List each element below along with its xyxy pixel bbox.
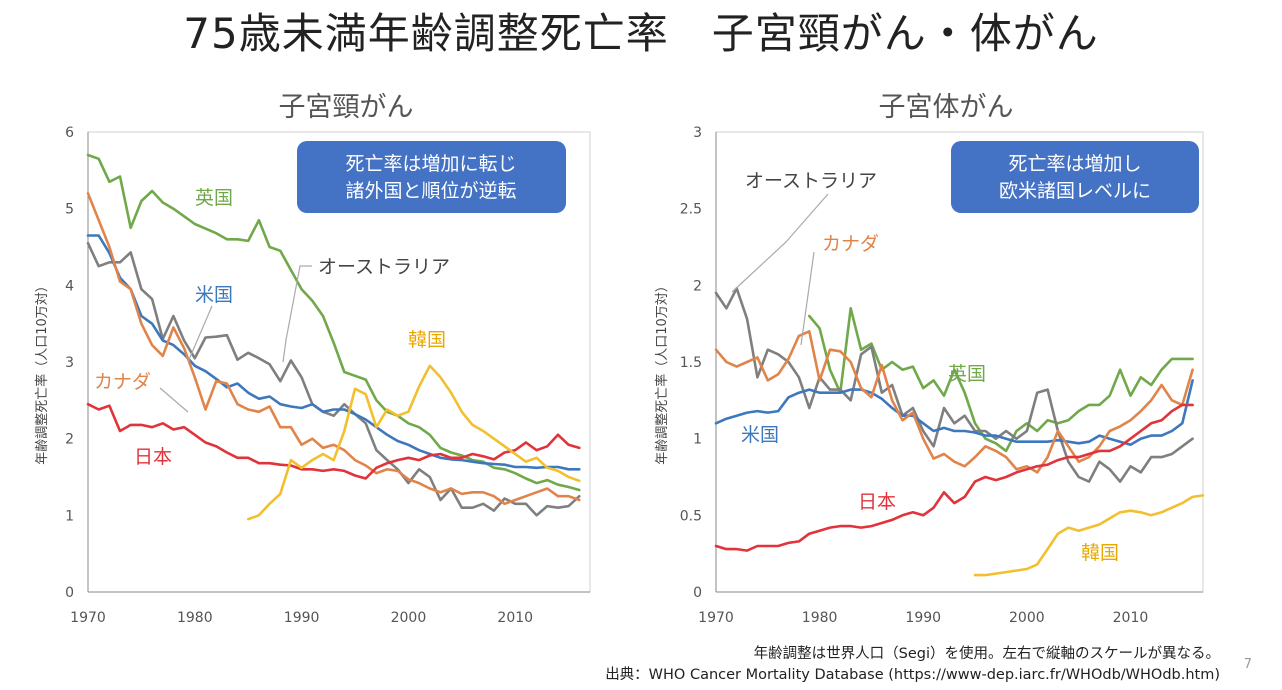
cervical-series-line [86,241,581,517]
endometrial-series-line [714,329,1194,474]
cervical-y-axis-label: 年齢調整死亡率（人口10万対） [34,279,50,465]
endometrial-y-axis-label: 年齢調整死亡率（人口10万対） [654,279,670,465]
endometrial-y-tick-label: 2 [693,278,702,294]
label-us-right: 米国 [741,424,779,446]
endometrial-x-tick-label: 1970 [698,610,734,626]
endometrial-y-tick-label: 1 [693,432,702,448]
footnote-source: 出典：WHO Cancer Mortality Database (https:… [605,667,1220,683]
cervical-x-tick-label: 1980 [177,610,213,626]
canada-leader-line-right [800,251,815,346]
cervical-y-tick-label: 0 [65,585,74,601]
label-us: 米国 [195,284,233,306]
cervical-x-tick-label: 1990 [284,610,320,626]
endometrial-y-tick-label: 0 [693,585,702,601]
endometrial-y-tick-label: 1.5 [680,355,702,371]
cervical-y-tick-label: 2 [65,432,74,448]
cervical-x-tick-label: 2010 [497,610,533,626]
cervical-series-line [86,234,581,471]
endometrial-x-tick-label: 2000 [1009,610,1045,626]
label-australia: オーストラリア [318,256,450,278]
cervical-callout-line: 死亡率は増加に転じ [345,153,516,175]
cervical-chart-title: 子宮頸がん [279,92,414,123]
endometrial-y-tick-label: 2.5 [680,202,702,218]
australia-leader-line-right [731,193,829,293]
cervical-x-tick-label: 1970 [70,610,106,626]
endometrial-y-tick-label: 3 [693,125,702,141]
endometrial-callout: 死亡率は増加し欧米諸国レベルに [951,141,1199,213]
cervical-x-tick-label: 2000 [391,610,427,626]
australia-leader-line [282,265,312,363]
footnote-age-adjustment: 年齢調整は世界人口（Segi）を使用。左右で縦軸のスケールが異なる。 [753,646,1220,662]
label-canada-right: カナダ [822,233,879,255]
endometrial-series-line [714,403,1194,552]
endometrial-series-line [973,494,1205,577]
canada-leader-line [159,387,189,413]
label-canada: カナダ [94,371,151,393]
label-uk-right: 英国 [948,363,986,385]
cervical-y-tick-label: 6 [65,125,74,141]
endometrial-series-line [714,287,1194,483]
cervical-chart: 子宮頸がん 0 1 2 3 4 5 6 1970 1980 1990 2000 2010 年齢調整死亡… [34,92,591,626]
cervical-y-tick-label: 4 [65,278,74,294]
label-japan: 日本 [134,446,172,468]
cervical-series-line [86,192,581,506]
label-uk: 英国 [195,187,233,209]
svg-text:死亡率は増加し欧米諸国レベルに: 死亡率は増加し欧米諸国レベルに [999,153,1151,202]
page-number: 7 [1243,657,1252,672]
endometrial-x-tick-label: 2010 [1113,610,1149,626]
us-leader-line [187,305,213,363]
endometrial-series-line [807,306,1194,453]
cervical-y-tick-label: 5 [65,202,74,218]
endometrial-chart-title: 子宮体がん [879,92,1014,123]
cervical-series-line [86,153,581,492]
slide-title: 75歳未満年齢調整死亡率 子宮頸がん・体がん [183,9,1099,58]
cervical-series-line [246,364,581,521]
cervical-callout: 死亡率は増加に転じ諸外国と順位が逆転 [297,141,566,213]
label-korea-right: 韓国 [1081,542,1119,564]
endometrial-y-tick-label: 0.5 [680,508,702,524]
label-australia-right: オーストラリア [745,170,877,192]
svg-text:死亡率は増加に転じ諸外国と順位が逆転: 死亡率は増加に転じ諸外国と順位が逆転 [345,153,516,202]
label-korea: 韓国 [408,329,446,351]
endometrial-x-tick-label: 1990 [905,610,941,626]
endometrial-x-tick-label: 1980 [802,610,838,626]
cervical-callout-line: 諸外国と順位が逆転 [345,180,516,202]
label-japan-right: 日本 [858,491,896,513]
endometrial-series-line [714,379,1194,447]
cervical-y-tick-label: 3 [65,355,74,371]
endometrial-callout-line: 欧米諸国レベルに [999,180,1151,202]
cervical-series-line [86,402,581,480]
cervical-y-tick-label: 1 [65,508,74,524]
endometrial-callout-line: 死亡率は増加し [1008,153,1141,175]
